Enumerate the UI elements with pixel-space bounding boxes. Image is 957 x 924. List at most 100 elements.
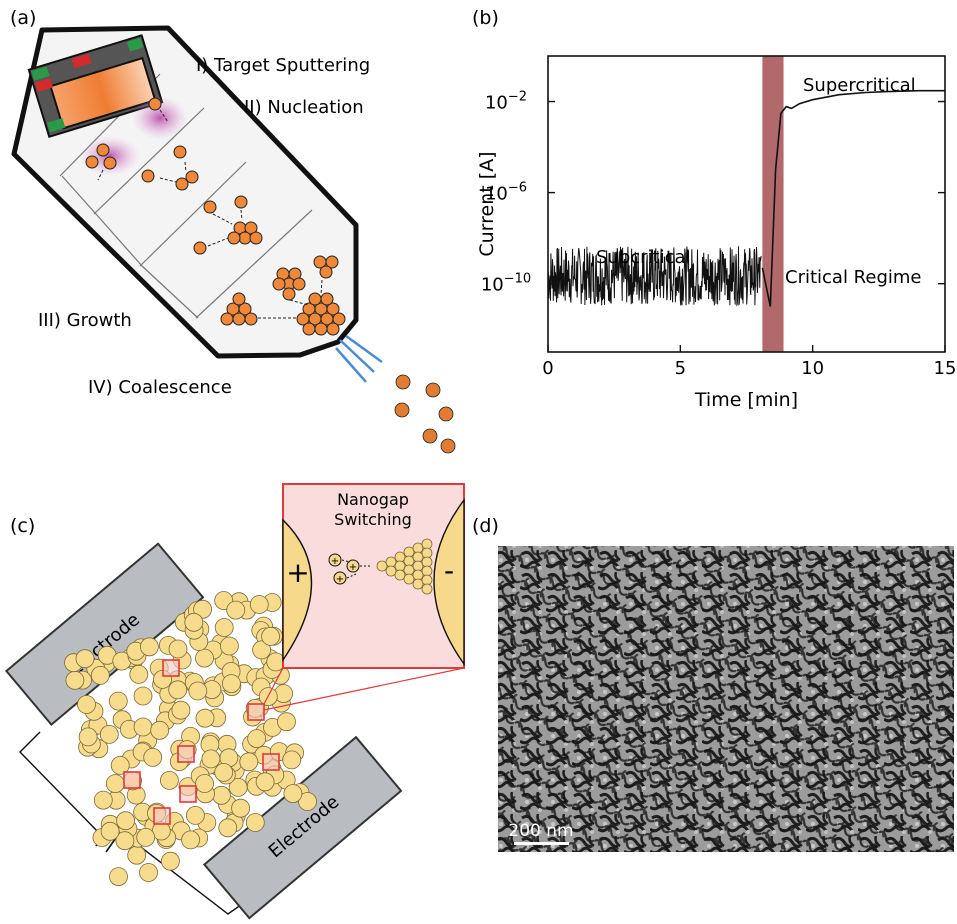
y-axis-label: Current [A] <box>476 151 498 256</box>
current-line <box>761 89 945 307</box>
nanoparticle <box>105 774 125 793</box>
nanoparticle <box>195 648 214 668</box>
cluster-beam <box>335 334 383 383</box>
nanoparticle <box>109 867 128 886</box>
label-critical-regime: Critical Regime <box>785 267 922 288</box>
noise-trace <box>547 246 762 307</box>
nanoparticle <box>139 637 159 657</box>
label-growth: III) Growth <box>38 310 132 331</box>
label-supercritical: Supercritical <box>803 75 916 96</box>
panel-a-letter: (a) <box>10 7 36 29</box>
nanoparticle <box>247 729 267 748</box>
inset-plus-sign: + <box>286 556 309 589</box>
panel-d-letter: (d) <box>472 515 499 537</box>
nanoparticle <box>228 778 248 797</box>
nanoparticle <box>143 748 163 767</box>
growth-arrows <box>97 109 323 319</box>
nanoparticle <box>99 725 119 744</box>
nanoparticle <box>226 600 246 620</box>
panel-b: (b) 0 5 10 15 10−10 10−6 10−2 Time [min] Current… <box>472 7 956 411</box>
nanoparticle <box>261 627 281 646</box>
nanoparticle <box>245 813 265 832</box>
nanoparticle <box>249 595 269 614</box>
nanoparticle <box>127 845 147 865</box>
label-subcritical: Subcritical <box>596 247 691 268</box>
label-coalescence: IV) Coalescence <box>88 377 232 398</box>
nanoparticle <box>218 818 238 838</box>
nanoparticle <box>255 772 275 792</box>
x-tick-label: 15 <box>934 358 957 379</box>
nanoparticle <box>185 806 205 825</box>
scalebar-label: 200 nm <box>508 821 573 841</box>
sputter-target <box>27 34 164 139</box>
nanoparticle <box>78 727 98 747</box>
nanoparticle <box>231 798 251 818</box>
nanoparticle <box>129 665 149 684</box>
nanoparticle <box>77 695 96 714</box>
inset-ions <box>328 553 360 585</box>
x-axis-label: Time [min] <box>694 389 798 411</box>
nanoparticle <box>211 785 231 805</box>
nanogap-markers <box>123 659 280 825</box>
nanoparticle <box>110 756 130 775</box>
nanoparticle <box>195 774 215 793</box>
nanoparticle <box>181 830 201 850</box>
nanoparticle <box>283 784 303 803</box>
nanoparticle <box>214 618 234 637</box>
nanoparticle <box>133 717 153 737</box>
nanoparticle <box>221 674 241 693</box>
nanoparticle <box>239 752 259 772</box>
nanoparticle <box>184 612 204 632</box>
nanoparticle <box>171 700 191 720</box>
x-tick-label: 5 <box>675 358 686 379</box>
nanoparticle <box>168 639 188 659</box>
nanoparticle <box>115 831 135 851</box>
panel-a: (a) <box>10 7 456 454</box>
nanoparticle <box>90 666 110 685</box>
panel-b-letter: (b) <box>472 7 499 29</box>
scalebar-line <box>514 842 569 845</box>
svg-text:+: + <box>331 556 339 567</box>
inset-anode <box>282 518 313 663</box>
nanoparticle <box>139 863 158 882</box>
nanoparticle-network <box>64 591 317 886</box>
panel-d: (d) 200 nm <box>472 515 954 852</box>
nanoparticle <box>116 811 135 831</box>
label-nucleation: II) Nucleation <box>244 97 364 118</box>
svg-text:+: + <box>349 562 357 573</box>
sem-texture <box>498 546 954 852</box>
y-tick-label: 10−6 <box>485 181 527 205</box>
ion-arrows <box>341 559 372 579</box>
nanoparticle <box>75 649 95 669</box>
nanoparticle <box>277 712 296 732</box>
nanoparticle <box>193 599 213 619</box>
ion-plus-signs: + + + <box>331 556 357 585</box>
nanoparticle <box>93 790 113 810</box>
nanoparticle <box>188 681 208 701</box>
nanoparticle <box>100 821 120 841</box>
nanoparticle <box>252 640 272 660</box>
panel-c-letter: (c) <box>10 515 35 537</box>
nanoparticle <box>150 720 170 740</box>
inset-cathode <box>433 497 465 667</box>
nanoparticle <box>65 670 85 690</box>
nanoparticle <box>201 749 221 769</box>
nanoparticle <box>136 828 156 847</box>
nanoparticle <box>159 771 179 790</box>
y-tick-label: 10−2 <box>485 90 527 114</box>
nanoparticle <box>282 750 302 770</box>
nanoparticle <box>214 763 234 782</box>
current-time-chart: 0 5 10 15 10−10 10−6 10−2 Time [min] Current [A] <box>476 55 957 411</box>
nanoparticle <box>274 684 294 703</box>
y-tick-label: 10−10 <box>481 272 531 296</box>
inset-filament <box>376 538 433 595</box>
plasma-glow <box>80 136 140 176</box>
label-target-sputtering: I) Target Sputtering <box>196 55 370 76</box>
nanoparticle <box>108 691 128 711</box>
inset-title-line2: Switching <box>334 510 412 529</box>
nuclei-cluster <box>85 97 346 336</box>
inset-minus-sign: - <box>444 554 454 587</box>
critical-band <box>762 56 784 352</box>
x-tick-label: 10 <box>801 358 824 379</box>
